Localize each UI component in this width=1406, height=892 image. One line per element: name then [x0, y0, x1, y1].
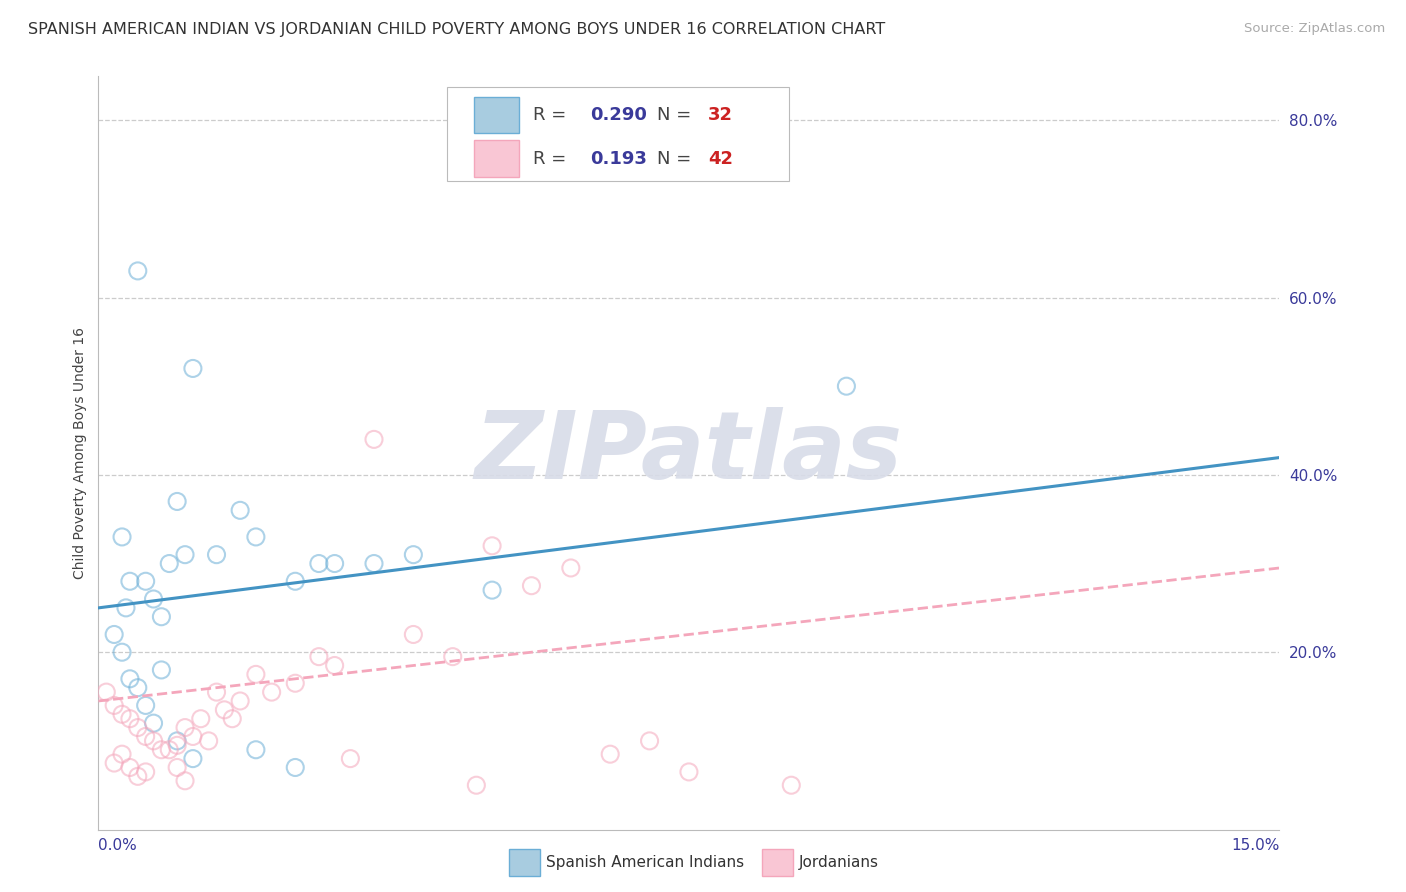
Point	[284, 574, 307, 589]
Text: Spanish American Indians: Spanish American Indians	[546, 855, 744, 870]
Text: 0.290: 0.290	[589, 106, 647, 124]
Point	[135, 698, 157, 713]
Text: SPANISH AMERICAN INDIAN VS JORDANIAN CHILD POVERTY AMONG BOYS UNDER 16 CORRELATI: SPANISH AMERICAN INDIAN VS JORDANIAN CHI…	[28, 22, 886, 37]
Text: Jordanians: Jordanians	[799, 855, 879, 870]
Point	[174, 548, 197, 562]
Point	[481, 539, 503, 553]
Point	[260, 685, 283, 699]
Point	[166, 760, 188, 774]
Point	[308, 557, 330, 571]
Text: ZIPatlas: ZIPatlas	[475, 407, 903, 499]
Point	[174, 721, 197, 735]
Point	[205, 685, 228, 699]
Point	[181, 361, 204, 376]
Y-axis label: Child Poverty Among Boys Under 16: Child Poverty Among Boys Under 16	[73, 326, 87, 579]
Point	[181, 751, 204, 765]
Point	[118, 712, 141, 726]
Point	[229, 694, 252, 708]
Point	[111, 707, 134, 722]
Point	[150, 743, 173, 757]
Point	[308, 649, 330, 664]
Point	[221, 712, 243, 726]
Point	[481, 583, 503, 598]
Point	[835, 379, 858, 393]
Point	[520, 579, 543, 593]
Point	[135, 764, 157, 779]
Point	[118, 574, 141, 589]
Point	[103, 627, 125, 641]
Point	[339, 751, 361, 765]
Point	[118, 760, 141, 774]
Point	[197, 734, 219, 748]
Point	[181, 730, 204, 744]
Point	[115, 600, 138, 615]
FancyBboxPatch shape	[447, 87, 789, 181]
Point	[465, 778, 488, 792]
Point	[638, 734, 661, 748]
Point	[363, 557, 385, 571]
Point	[127, 681, 149, 695]
Text: 32: 32	[707, 106, 733, 124]
Point	[150, 609, 173, 624]
Point	[229, 503, 252, 517]
Point	[245, 667, 267, 681]
Point	[118, 672, 141, 686]
Point	[560, 561, 582, 575]
Point	[402, 627, 425, 641]
Point	[441, 649, 464, 664]
Point	[323, 557, 346, 571]
Point	[284, 760, 307, 774]
Point	[135, 730, 157, 744]
Point	[111, 530, 134, 544]
Point	[127, 769, 149, 783]
Point	[157, 557, 180, 571]
Point	[245, 743, 267, 757]
Point	[127, 264, 149, 278]
Point	[127, 721, 149, 735]
Point	[157, 743, 180, 757]
Point	[142, 716, 165, 731]
Text: R =: R =	[533, 150, 578, 168]
Text: Source: ZipAtlas.com: Source: ZipAtlas.com	[1244, 22, 1385, 36]
FancyBboxPatch shape	[474, 140, 519, 177]
Point	[142, 592, 165, 607]
Text: 0.0%: 0.0%	[98, 838, 138, 854]
Point	[96, 685, 118, 699]
Point	[678, 764, 700, 779]
Point	[402, 548, 425, 562]
Text: N =: N =	[657, 150, 697, 168]
Point	[166, 494, 188, 508]
Point	[150, 663, 173, 677]
Point	[103, 756, 125, 770]
Text: N =: N =	[657, 106, 697, 124]
Point	[166, 739, 188, 753]
Text: 0.193: 0.193	[589, 150, 647, 168]
Point	[142, 734, 165, 748]
Point	[111, 645, 134, 659]
Point	[174, 773, 197, 788]
Text: 42: 42	[707, 150, 733, 168]
Point	[205, 548, 228, 562]
Point	[323, 658, 346, 673]
Point	[780, 778, 803, 792]
Text: 15.0%: 15.0%	[1232, 838, 1279, 854]
Point	[111, 747, 134, 761]
Point	[245, 530, 267, 544]
Text: R =: R =	[533, 106, 572, 124]
Point	[599, 747, 621, 761]
Point	[135, 574, 157, 589]
Point	[284, 676, 307, 690]
Point	[190, 712, 212, 726]
Point	[363, 433, 385, 447]
FancyBboxPatch shape	[474, 97, 519, 133]
Point	[166, 734, 188, 748]
Point	[103, 698, 125, 713]
Point	[214, 703, 236, 717]
